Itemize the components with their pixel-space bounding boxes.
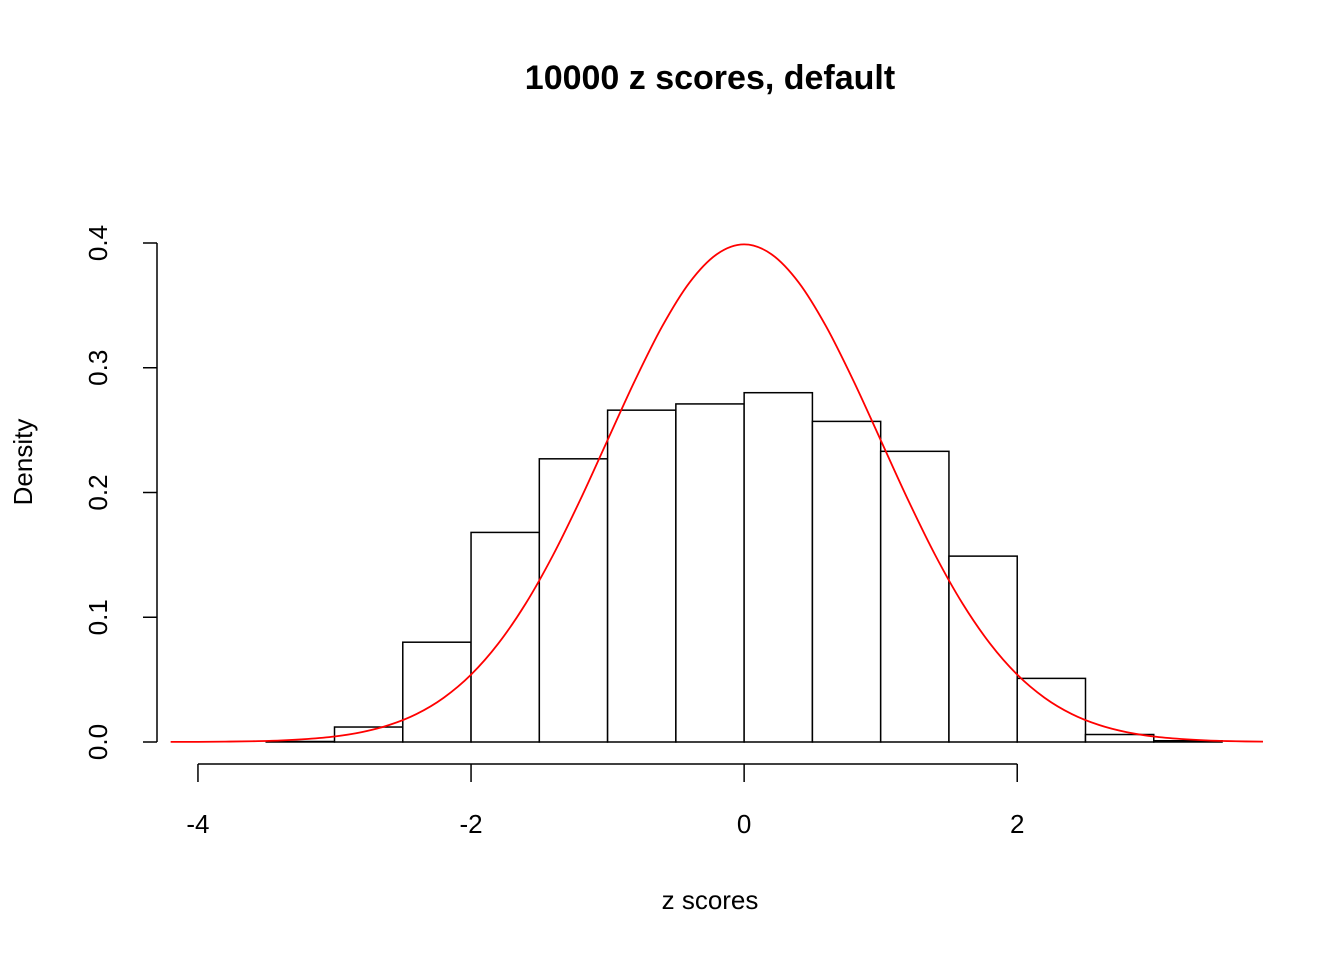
x-tick-label: 0 [737,809,751,839]
x-axis-label: z scores [662,885,759,915]
x-tick-label: -4 [186,809,209,839]
histogram-bar [948,555,1018,743]
histogram-bar [675,403,745,743]
histogram-bar [538,458,609,743]
y-tick-label: 0.4 [83,225,113,261]
x-tick-label: 2 [1010,809,1024,839]
y-tick-label: 0.1 [83,599,113,635]
histogram-bar [470,531,541,743]
histogram-bar [1084,733,1155,743]
x-tick-label: -2 [459,809,482,839]
histogram-bar [606,409,677,743]
histogram-bar [811,420,882,743]
histogram-bar [879,450,950,743]
y-tick-label: 0.0 [83,724,113,760]
y-tick-label: 0.3 [83,350,113,386]
histogram-bar [1016,677,1087,743]
chart-title: 10000 z scores, default [525,59,895,97]
y-tick-label: 0.2 [83,474,113,510]
density-curve [170,243,1264,743]
histogram-bar [402,641,472,743]
histogram-bar [743,391,814,743]
y-axis-label: Density [8,419,38,506]
